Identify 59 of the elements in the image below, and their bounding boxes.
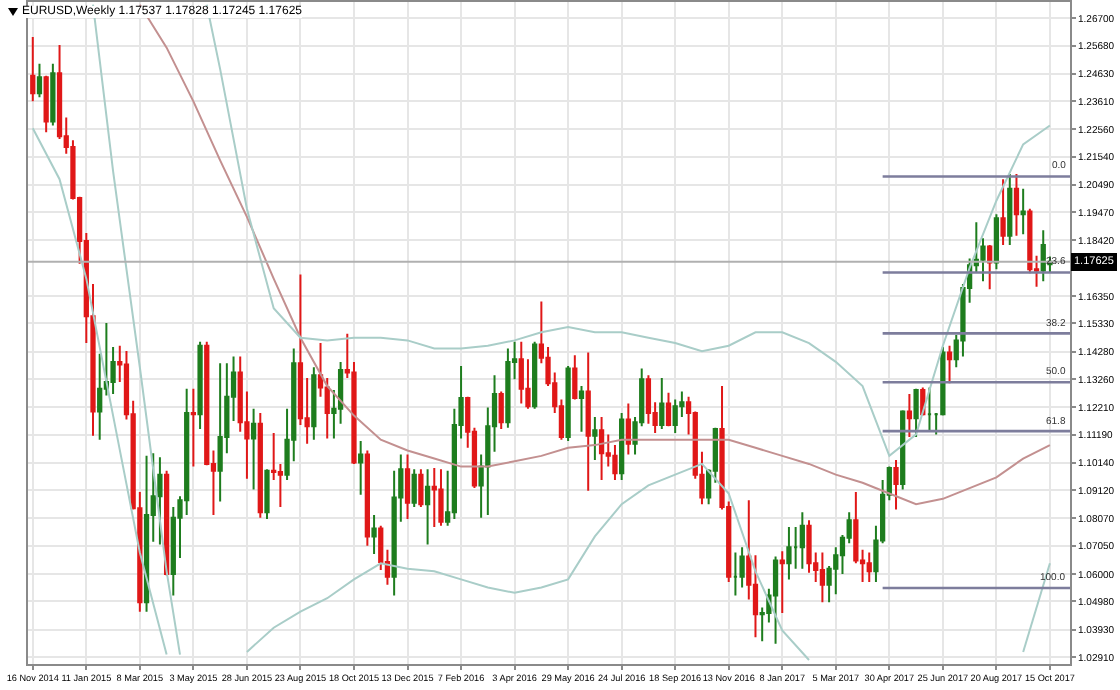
candlestick (786, 526, 792, 581)
candlestick (404, 453, 411, 520)
candlestick (364, 449, 370, 547)
candlestick (498, 390, 504, 431)
candlestick (1020, 187, 1026, 236)
candlestick (1000, 178, 1006, 247)
candlestick (1007, 172, 1013, 247)
candlestick (43, 74, 49, 134)
candlestick (36, 62, 43, 99)
candlestick (779, 550, 785, 614)
candlestick (1040, 229, 1046, 283)
candlestick (625, 402, 631, 456)
candlestick (987, 244, 993, 291)
candlestick (418, 468, 424, 508)
candlestick (264, 468, 270, 520)
candlestick (217, 362, 223, 503)
candlestick (411, 468, 417, 508)
candlestick (518, 340, 524, 405)
candlestick (505, 347, 511, 429)
candlestick (598, 415, 605, 482)
candlestick (578, 385, 585, 433)
candlestick (866, 551, 872, 584)
candlestick (585, 351, 591, 492)
candlestick (565, 364, 571, 443)
candlestick (913, 387, 919, 439)
candlestick (619, 411, 625, 482)
candlestick (50, 62, 56, 127)
candlestick (819, 551, 826, 604)
candlestick (926, 386, 933, 433)
candlestick (732, 551, 739, 597)
candlestick (893, 458, 899, 511)
candlestick (772, 555, 779, 645)
candlestick (906, 393, 913, 439)
candlestick (645, 374, 652, 425)
candlestick (358, 440, 364, 496)
candlestick (993, 213, 1000, 271)
candlestick (946, 344, 953, 385)
candlestick (431, 466, 437, 529)
candlestick (157, 456, 163, 546)
candlestick (672, 398, 678, 435)
candlestick (424, 468, 431, 546)
candlestick (438, 468, 444, 527)
candlestick (311, 366, 317, 441)
candlestick (592, 415, 598, 461)
candlestick (806, 519, 812, 574)
candlestick (739, 546, 745, 589)
candlestick (257, 411, 263, 519)
candlestick (371, 513, 377, 555)
candlestick (30, 35, 36, 103)
candlestick (1013, 172, 1020, 237)
candlestick (799, 511, 805, 570)
candlestick (665, 391, 672, 428)
candlestick (190, 387, 197, 468)
candlestick (197, 340, 203, 431)
candlestick (250, 407, 257, 491)
candlestick (143, 454, 150, 613)
candlestick (572, 354, 578, 401)
candlestick (659, 376, 665, 431)
candlestick (532, 340, 538, 410)
